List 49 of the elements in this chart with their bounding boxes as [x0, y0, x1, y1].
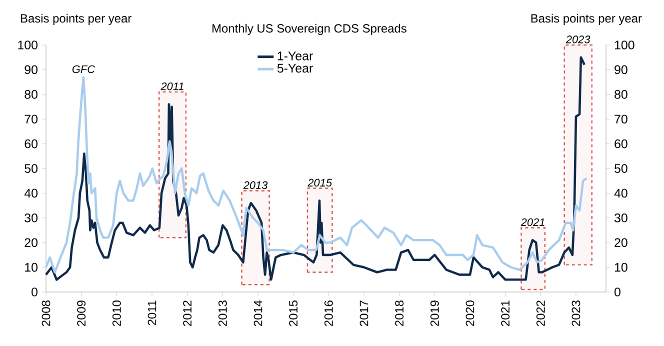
annotation: GFC	[72, 65, 96, 74]
y-tick-label: 10	[25, 262, 38, 272]
x-tick-label: 2008	[42, 300, 50, 326]
y-axis-title: Basis points per year	[21, 14, 132, 25]
x-tick-label: 2023	[572, 300, 580, 326]
x-tick-label: 2011	[148, 300, 156, 326]
y2-tick-label: 20	[614, 238, 628, 248]
y-tick-label: 0	[32, 288, 38, 296]
x-tick-label: 2010	[112, 300, 121, 326]
y-tick-label: 20	[24, 238, 38, 248]
y-tick-label: 90	[24, 65, 38, 74]
y2-tick-label: 40	[614, 188, 628, 198]
x-tick-label: 2021	[501, 300, 510, 326]
y-tick-label: 30	[24, 214, 38, 222]
y2-tick-label: 30	[614, 214, 628, 222]
y2-tick-label: 70	[614, 114, 628, 124]
y-tick-label: 100	[18, 40, 38, 50]
x-tick-label: 2015	[289, 300, 298, 326]
y2-tick-label: 100	[614, 40, 634, 50]
band-label: 2011	[160, 82, 184, 90]
x-tick-label: 2019	[430, 300, 439, 326]
y2-tick-label: 80	[614, 90, 628, 99]
band-label: 2023	[566, 36, 590, 44]
y2-tick-label: 50	[614, 164, 628, 173]
x-tick-label: 2018	[395, 300, 404, 326]
y-tick-label: 40	[24, 188, 38, 198]
x-tick-label: 2013	[218, 300, 227, 326]
y-tick-label: 60	[24, 139, 38, 148]
y-tick-label: 50	[24, 164, 38, 173]
band-label: 2013	[243, 181, 268, 190]
chart-title: Monthly US Sovereign CDS Spreads	[212, 24, 406, 36]
x-tick-label: 2017	[360, 300, 368, 326]
y2-axis-title: Basis points per year	[531, 14, 642, 25]
band-label: 2015	[308, 178, 332, 187]
y2-tick-label: 0	[614, 288, 620, 296]
y-tick-label: 70	[24, 114, 38, 124]
y2-tick-label: 10	[614, 262, 628, 272]
legend-label: 5-Year	[277, 64, 313, 73]
legend-label: 1-Year	[278, 52, 313, 60]
x-tick-label: 2012	[183, 300, 192, 326]
y2-tick-label: 60	[614, 139, 628, 148]
x-tick-label: 2009	[77, 300, 86, 326]
x-tick-label: 2016	[324, 300, 333, 326]
y2-tick-label: 90	[614, 65, 628, 74]
x-tick-label: 2022	[536, 300, 545, 326]
band-label: 2021	[520, 218, 544, 226]
y-tick-label: 80	[24, 90, 38, 99]
x-tick-label: 2014	[254, 300, 262, 326]
x-tick-label: 2020	[466, 300, 474, 326]
